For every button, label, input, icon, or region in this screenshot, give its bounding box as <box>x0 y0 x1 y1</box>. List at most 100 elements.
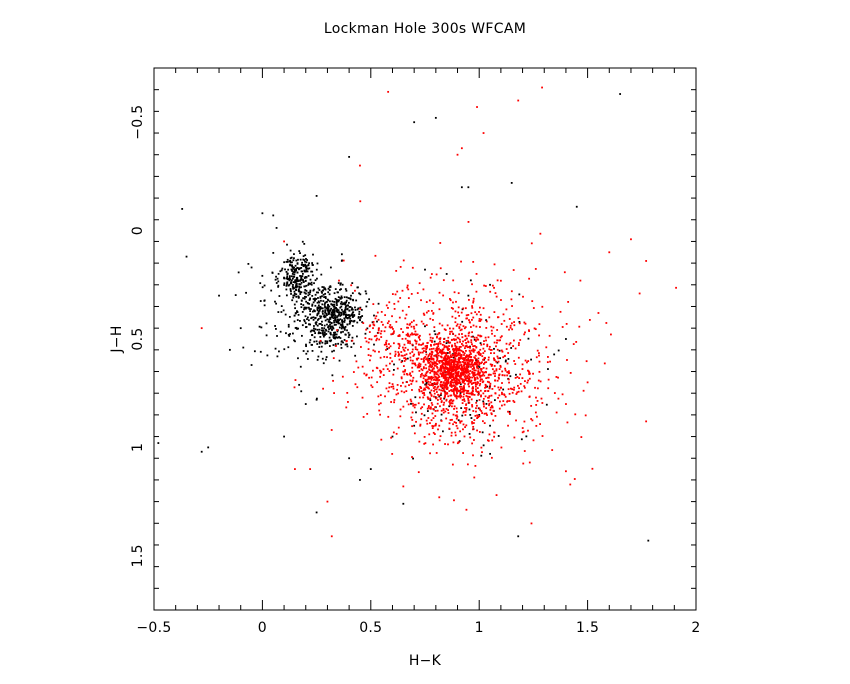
data-point <box>492 326 495 329</box>
data-point <box>401 289 404 292</box>
data-point <box>427 380 430 383</box>
data-point <box>307 264 310 267</box>
data-point <box>341 321 344 324</box>
data-point <box>292 259 295 262</box>
data-point <box>452 372 455 375</box>
data-point <box>289 333 291 335</box>
data-point <box>467 334 470 337</box>
data-point <box>357 366 360 369</box>
data-point <box>411 359 414 362</box>
data-point <box>327 299 330 302</box>
data-point <box>306 318 308 321</box>
data-point <box>459 349 462 352</box>
data-point <box>385 387 388 390</box>
data-point <box>406 357 409 360</box>
data-point <box>419 334 421 337</box>
data-point <box>382 323 384 326</box>
data-point <box>474 465 477 467</box>
data-point <box>343 321 346 323</box>
data-point <box>286 275 289 278</box>
data-point <box>407 297 410 300</box>
data-point <box>375 339 378 342</box>
data-point <box>451 378 453 381</box>
data-point <box>479 371 481 374</box>
data-point <box>440 368 442 371</box>
data-point <box>452 399 455 402</box>
data-point <box>392 385 395 388</box>
data-point <box>425 374 428 377</box>
data-point <box>397 426 400 429</box>
data-point <box>462 369 465 372</box>
data-point <box>469 321 471 324</box>
data-point <box>481 374 484 377</box>
data-point <box>322 387 324 390</box>
data-point <box>511 388 514 391</box>
data-point <box>403 349 406 352</box>
data-point <box>527 379 530 382</box>
data-point <box>397 300 400 303</box>
data-point <box>432 384 434 387</box>
data-point <box>237 271 240 274</box>
data-point <box>387 320 390 323</box>
data-point <box>321 327 323 329</box>
data-point <box>591 467 594 470</box>
data-point <box>482 347 485 350</box>
data-point <box>286 272 289 275</box>
data-point <box>475 404 478 407</box>
data-point <box>463 385 465 387</box>
data-point <box>440 353 443 355</box>
data-point <box>470 358 472 361</box>
data-point <box>470 363 473 366</box>
data-point <box>422 358 425 360</box>
data-point <box>439 372 442 375</box>
data-point <box>450 362 453 364</box>
data-point <box>426 422 429 425</box>
data-point <box>532 307 535 309</box>
data-point <box>456 427 459 430</box>
data-point <box>369 354 372 357</box>
data-point <box>329 340 332 343</box>
data-point <box>466 375 469 378</box>
data-point <box>506 362 509 365</box>
data-point <box>321 291 323 294</box>
data-point <box>445 340 448 342</box>
data-point <box>261 274 264 277</box>
data-point <box>517 344 520 346</box>
data-point <box>343 302 346 305</box>
data-point <box>308 262 310 265</box>
data-point <box>342 312 345 315</box>
data-point <box>301 261 304 264</box>
data-point <box>296 262 299 265</box>
data-point <box>324 297 327 300</box>
data-point <box>486 343 489 346</box>
data-point <box>464 326 467 329</box>
data-point <box>312 298 315 300</box>
data-point <box>430 384 433 386</box>
data-point <box>368 298 371 301</box>
data-point <box>323 333 326 336</box>
data-point <box>459 382 462 384</box>
data-point <box>485 402 488 405</box>
data-point <box>452 350 455 353</box>
data-point <box>420 368 423 371</box>
data-point <box>479 353 482 355</box>
data-point <box>471 283 473 286</box>
data-point <box>547 387 550 390</box>
data-point <box>517 356 520 359</box>
data-point <box>430 309 433 312</box>
data-point <box>474 311 477 314</box>
data-point <box>350 346 353 348</box>
data-point <box>409 379 412 382</box>
data-point <box>379 394 382 397</box>
data-point <box>442 387 445 390</box>
data-point <box>362 322 365 324</box>
data-point <box>321 320 323 323</box>
data-point <box>438 308 441 311</box>
data-point <box>286 282 289 284</box>
data-point <box>452 332 454 335</box>
data-point <box>432 425 435 428</box>
data-point <box>319 315 322 318</box>
data-point <box>432 382 434 385</box>
data-point <box>468 353 471 356</box>
data-point <box>530 242 533 245</box>
